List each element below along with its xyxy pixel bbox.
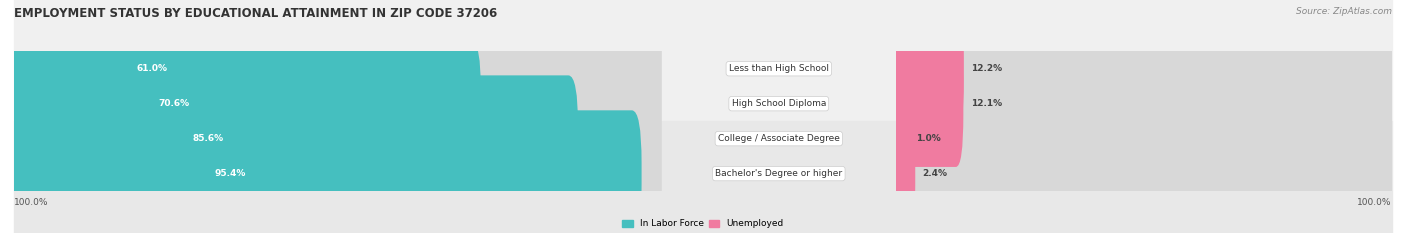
- FancyBboxPatch shape: [4, 110, 641, 233]
- FancyBboxPatch shape: [889, 5, 1399, 132]
- FancyBboxPatch shape: [889, 5, 965, 132]
- FancyBboxPatch shape: [4, 41, 672, 167]
- FancyBboxPatch shape: [4, 75, 672, 202]
- Text: 95.4%: 95.4%: [215, 169, 246, 178]
- Bar: [896, 121, 1392, 233]
- Text: 100.0%: 100.0%: [1357, 198, 1392, 207]
- FancyBboxPatch shape: [889, 110, 915, 233]
- Bar: [896, 0, 1392, 121]
- Text: EMPLOYMENT STATUS BY EDUCATIONAL ATTAINMENT IN ZIP CODE 37206: EMPLOYMENT STATUS BY EDUCATIONAL ATTAINM…: [14, 7, 498, 20]
- FancyBboxPatch shape: [889, 75, 1399, 202]
- FancyBboxPatch shape: [4, 110, 672, 233]
- FancyBboxPatch shape: [4, 5, 419, 132]
- Text: 2.4%: 2.4%: [922, 169, 948, 178]
- FancyBboxPatch shape: [889, 41, 1399, 167]
- Text: 12.1%: 12.1%: [970, 99, 1002, 108]
- Text: Less than High School: Less than High School: [728, 64, 828, 73]
- Bar: [662, 121, 896, 233]
- Bar: [14, 121, 662, 233]
- FancyBboxPatch shape: [4, 5, 672, 132]
- Legend: In Labor Force, Unemployed: In Labor Force, Unemployed: [621, 219, 785, 229]
- Text: 85.6%: 85.6%: [193, 134, 224, 143]
- Text: Bachelor's Degree or higher: Bachelor's Degree or higher: [716, 169, 842, 178]
- Bar: [14, 0, 662, 121]
- Text: 12.2%: 12.2%: [972, 64, 1002, 73]
- Text: High School Diploma: High School Diploma: [731, 99, 825, 108]
- Text: Source: ZipAtlas.com: Source: ZipAtlas.com: [1296, 7, 1392, 16]
- Bar: [662, 0, 896, 121]
- FancyBboxPatch shape: [889, 110, 1399, 233]
- FancyBboxPatch shape: [889, 75, 908, 202]
- Text: 1.0%: 1.0%: [915, 134, 941, 143]
- Text: 100.0%: 100.0%: [14, 198, 49, 207]
- FancyBboxPatch shape: [889, 41, 963, 167]
- FancyBboxPatch shape: [4, 41, 481, 167]
- Text: College / Associate Degree: College / Associate Degree: [718, 134, 839, 143]
- FancyBboxPatch shape: [4, 75, 578, 202]
- Text: 61.0%: 61.0%: [136, 64, 167, 73]
- Text: 70.6%: 70.6%: [159, 99, 190, 108]
